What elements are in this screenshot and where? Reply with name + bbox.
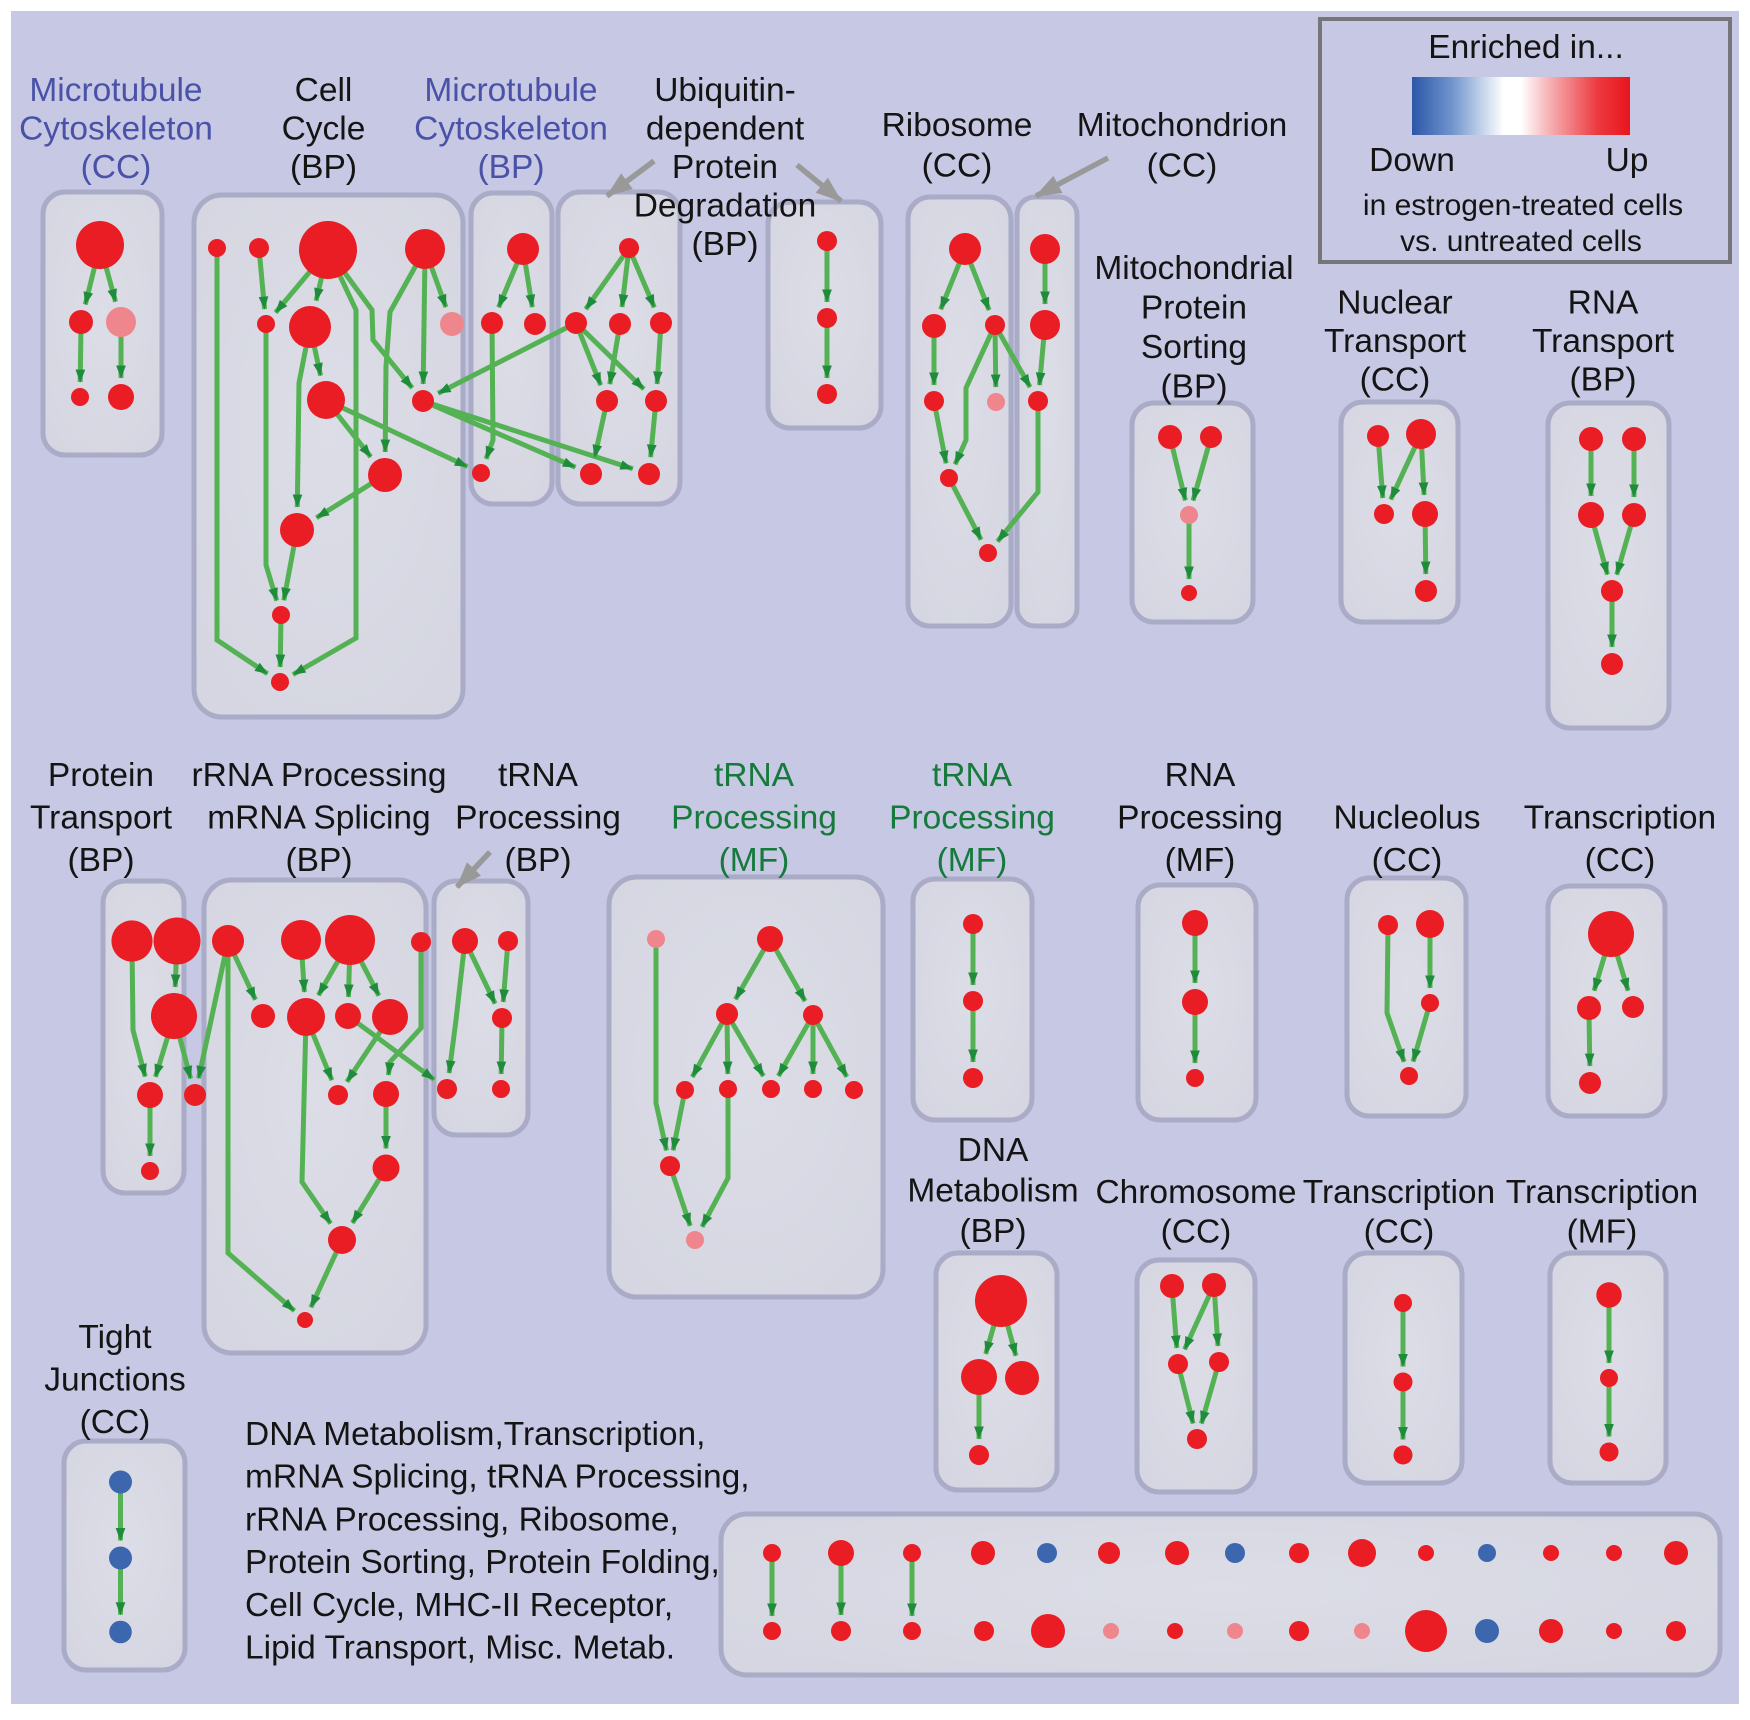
svg-text:(CC): (CC): [81, 149, 152, 186]
svg-text:Transcription: Transcription: [1506, 1174, 1698, 1211]
svg-text:Up: Up: [1606, 142, 1649, 179]
svg-text:(MF): (MF): [1567, 1214, 1638, 1251]
svg-text:(CC): (CC): [1161, 1214, 1232, 1251]
svg-text:(CC): (CC): [1360, 362, 1431, 399]
svg-text:Microtubule: Microtubule: [424, 72, 597, 109]
svg-text:(CC): (CC): [1372, 842, 1443, 879]
svg-text:tRNA: tRNA: [714, 757, 795, 794]
svg-text:Down: Down: [1369, 142, 1455, 179]
svg-text:Processing: Processing: [889, 800, 1055, 837]
svg-text:vs. untreated cells: vs. untreated cells: [1400, 225, 1642, 258]
svg-text:tRNA: tRNA: [498, 757, 579, 794]
svg-text:Sorting: Sorting: [1141, 329, 1247, 366]
svg-text:RNA: RNA: [1568, 285, 1639, 322]
svg-text:mRNA Splicing, tRNA Processing: mRNA Splicing, tRNA Processing,: [245, 1459, 750, 1496]
svg-text:Protein: Protein: [672, 149, 778, 186]
svg-text:RNA: RNA: [1165, 757, 1236, 794]
svg-text:Protein: Protein: [1141, 290, 1247, 327]
svg-text:Junctions: Junctions: [44, 1362, 186, 1399]
svg-text:Nuclear: Nuclear: [1337, 285, 1452, 322]
svg-text:Cycle: Cycle: [282, 111, 366, 148]
svg-text:DNA Metabolism,Transcription,: DNA Metabolism,Transcription,: [245, 1416, 705, 1453]
svg-text:(CC): (CC): [80, 1404, 151, 1441]
svg-text:(BP): (BP): [1570, 362, 1637, 399]
svg-text:(CC): (CC): [1585, 842, 1656, 879]
svg-text:Cytoskeleton: Cytoskeleton: [414, 111, 608, 148]
svg-text:(BP): (BP): [960, 1213, 1027, 1250]
svg-text:Protein Sorting, Protein Foldi: Protein Sorting, Protein Folding,: [245, 1544, 720, 1581]
svg-text:(BP): (BP): [286, 842, 353, 879]
svg-text:(MF): (MF): [1165, 842, 1236, 879]
svg-text:dependent: dependent: [646, 111, 805, 148]
svg-text:Transcription: Transcription: [1303, 1174, 1495, 1211]
svg-text:Processing: Processing: [455, 800, 621, 837]
svg-text:(BP): (BP): [505, 842, 572, 879]
svg-text:Tight: Tight: [78, 1319, 152, 1356]
svg-text:tRNA: tRNA: [932, 757, 1013, 794]
svg-text:Chromosome: Chromosome: [1095, 1174, 1296, 1211]
svg-text:(MF): (MF): [719, 842, 790, 879]
svg-text:Degradation: Degradation: [634, 188, 817, 225]
svg-text:Protein: Protein: [48, 757, 154, 794]
svg-text:Transport: Transport: [1324, 323, 1467, 360]
svg-text:Processing: Processing: [1117, 800, 1283, 837]
svg-text:(MF): (MF): [937, 842, 1008, 879]
svg-text:Processing: Processing: [671, 800, 837, 837]
svg-text:Lipid Transport, Misc. Metab.: Lipid Transport, Misc. Metab.: [245, 1630, 675, 1667]
svg-text:rRNA Processing, Ribosome,: rRNA Processing, Ribosome,: [245, 1501, 679, 1538]
svg-text:(BP): (BP): [290, 149, 357, 186]
svg-text:Cell Cycle, MHC-II Receptor,: Cell Cycle, MHC-II Receptor,: [245, 1587, 673, 1624]
svg-text:Enriched in...: Enriched in...: [1428, 29, 1624, 66]
svg-text:(CC): (CC): [1147, 148, 1218, 185]
svg-text:(BP): (BP): [692, 226, 759, 263]
svg-text:mRNA Splicing: mRNA Splicing: [207, 800, 430, 837]
svg-text:Nucleolus: Nucleolus: [1333, 800, 1480, 837]
svg-text:in estrogen-treated cells: in estrogen-treated cells: [1363, 189, 1683, 222]
svg-text:rRNA Processing: rRNA Processing: [191, 757, 446, 794]
svg-text:Transport: Transport: [30, 800, 173, 837]
svg-text:(BP): (BP): [1161, 369, 1228, 406]
svg-text:(CC): (CC): [922, 148, 993, 185]
svg-text:Mitochondrion: Mitochondrion: [1077, 107, 1287, 144]
svg-text:Transcription: Transcription: [1524, 800, 1716, 837]
svg-text:Cell: Cell: [295, 72, 353, 109]
svg-text:(CC): (CC): [1364, 1214, 1435, 1251]
svg-text:(BP): (BP): [478, 149, 545, 186]
svg-text:Microtubule: Microtubule: [29, 72, 202, 109]
svg-text:Mitochondrial: Mitochondrial: [1094, 250, 1293, 287]
svg-text:Ribosome: Ribosome: [882, 107, 1033, 144]
svg-text:Ubiquitin-: Ubiquitin-: [654, 72, 796, 109]
svg-text:Transport: Transport: [1532, 323, 1675, 360]
svg-text:Cytoskeleton: Cytoskeleton: [19, 111, 213, 148]
svg-text:DNA: DNA: [958, 1132, 1029, 1169]
svg-text:Metabolism: Metabolism: [907, 1173, 1078, 1210]
svg-text:(BP): (BP): [68, 842, 135, 879]
